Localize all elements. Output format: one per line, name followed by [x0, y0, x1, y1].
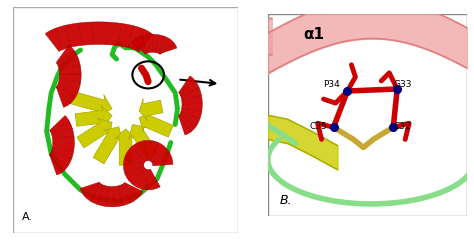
Text: C32: C32 — [393, 122, 411, 131]
Polygon shape — [122, 183, 137, 203]
Polygon shape — [181, 108, 202, 119]
Polygon shape — [146, 169, 160, 190]
Polygon shape — [131, 141, 147, 162]
Polygon shape — [139, 111, 173, 137]
Polygon shape — [114, 129, 137, 165]
Polygon shape — [179, 115, 197, 131]
Polygon shape — [59, 66, 81, 74]
Polygon shape — [90, 184, 104, 204]
Polygon shape — [59, 74, 81, 82]
Polygon shape — [155, 35, 164, 53]
Polygon shape — [93, 127, 123, 164]
Polygon shape — [113, 186, 123, 207]
Polygon shape — [135, 29, 153, 52]
Polygon shape — [181, 88, 201, 99]
Polygon shape — [49, 115, 70, 132]
Polygon shape — [180, 112, 200, 126]
Polygon shape — [58, 58, 80, 70]
Polygon shape — [136, 36, 147, 54]
Polygon shape — [118, 23, 134, 48]
Polygon shape — [141, 35, 150, 53]
Polygon shape — [158, 36, 170, 54]
Polygon shape — [182, 95, 202, 104]
Polygon shape — [125, 167, 146, 185]
Polygon shape — [70, 91, 112, 116]
Text: A.: A. — [22, 211, 33, 222]
Polygon shape — [118, 185, 131, 206]
Polygon shape — [77, 118, 112, 148]
Polygon shape — [49, 154, 68, 171]
Polygon shape — [92, 22, 107, 45]
Polygon shape — [152, 151, 173, 166]
Polygon shape — [79, 22, 93, 45]
Polygon shape — [98, 185, 109, 206]
Polygon shape — [133, 169, 148, 190]
Polygon shape — [52, 129, 74, 139]
Polygon shape — [56, 45, 74, 63]
Polygon shape — [153, 34, 159, 53]
Text: P34: P34 — [324, 80, 340, 89]
Polygon shape — [106, 22, 121, 46]
Polygon shape — [53, 136, 74, 144]
Polygon shape — [51, 148, 73, 159]
Polygon shape — [132, 39, 146, 54]
Text: α1: α1 — [304, 27, 325, 42]
Polygon shape — [50, 151, 72, 166]
Polygon shape — [55, 25, 71, 50]
Polygon shape — [147, 34, 153, 53]
Text: B.: B. — [280, 194, 292, 207]
Polygon shape — [179, 76, 196, 93]
Polygon shape — [56, 86, 75, 103]
Polygon shape — [51, 122, 73, 135]
Polygon shape — [139, 99, 163, 121]
Text: G33: G33 — [393, 80, 412, 89]
Polygon shape — [182, 103, 202, 111]
Polygon shape — [124, 147, 145, 164]
Polygon shape — [56, 87, 71, 107]
Polygon shape — [49, 155, 64, 175]
Polygon shape — [57, 83, 79, 97]
Text: C35: C35 — [310, 122, 328, 131]
Polygon shape — [128, 26, 145, 50]
Polygon shape — [58, 79, 81, 90]
Polygon shape — [144, 140, 158, 161]
Polygon shape — [75, 105, 112, 128]
Polygon shape — [160, 39, 174, 54]
Polygon shape — [179, 81, 199, 96]
Polygon shape — [52, 143, 74, 151]
Polygon shape — [57, 51, 78, 66]
Polygon shape — [123, 159, 144, 173]
Polygon shape — [84, 183, 101, 201]
Polygon shape — [178, 116, 191, 135]
Polygon shape — [65, 23, 81, 47]
Polygon shape — [106, 186, 115, 207]
Polygon shape — [160, 43, 177, 54]
Polygon shape — [45, 29, 63, 52]
Polygon shape — [80, 182, 100, 196]
Polygon shape — [124, 182, 143, 198]
Polygon shape — [150, 142, 169, 163]
Polygon shape — [128, 125, 158, 160]
